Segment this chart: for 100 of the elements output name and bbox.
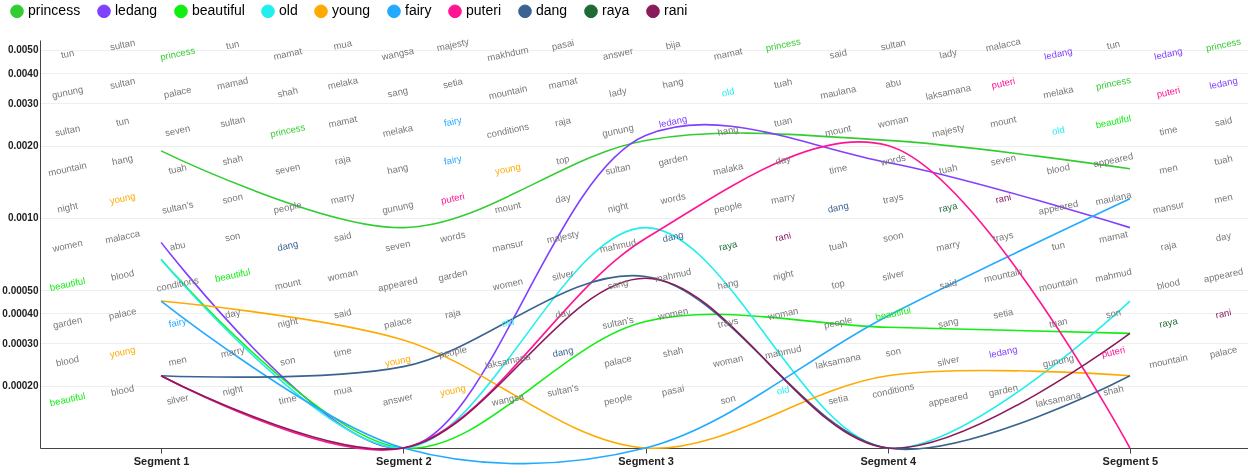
annotation: princess bbox=[269, 121, 307, 140]
annotation: conditions bbox=[485, 120, 531, 141]
legend-label: rani bbox=[664, 2, 688, 19]
annotation: palace bbox=[107, 305, 138, 322]
annotation: seven bbox=[989, 151, 1017, 168]
x-tick-label: Segment 5 bbox=[1102, 454, 1159, 467]
annotation: men bbox=[1213, 190, 1234, 206]
annotation: sultan bbox=[219, 113, 247, 130]
annotation: puteri bbox=[990, 75, 1016, 91]
annotation: sultan bbox=[879, 36, 907, 53]
annotation: tuah bbox=[827, 238, 849, 253]
annotation: hang bbox=[716, 122, 740, 138]
annotation: tuan bbox=[1048, 315, 1069, 330]
annotation: words bbox=[438, 228, 467, 245]
annotation: mountain bbox=[1148, 351, 1189, 371]
annotation: setia bbox=[827, 391, 850, 407]
annotation: majesty bbox=[545, 227, 581, 246]
annotation: mamat bbox=[712, 45, 744, 62]
annotation: seven bbox=[384, 237, 412, 254]
annotation: women bbox=[490, 275, 524, 293]
annotation: mua bbox=[332, 382, 354, 398]
annotation: shah bbox=[221, 152, 244, 168]
annotation: puteri bbox=[439, 190, 466, 206]
annotation: old bbox=[775, 383, 791, 397]
annotation: dang bbox=[276, 237, 300, 254]
annotation: raya bbox=[717, 238, 739, 253]
annotation: day bbox=[554, 306, 572, 321]
annotation: tuan bbox=[772, 114, 794, 129]
annotation: puteri bbox=[1155, 84, 1182, 100]
annotation: shah bbox=[276, 84, 299, 100]
annotation: sultan bbox=[53, 122, 81, 139]
annotation: blood bbox=[1155, 276, 1181, 292]
annotation: bija bbox=[664, 37, 682, 52]
annotation: lady bbox=[938, 46, 959, 61]
annotation: sultan bbox=[108, 36, 137, 53]
annotation: marry bbox=[935, 237, 962, 254]
annotation: melaka bbox=[326, 74, 360, 92]
annotation: melaka bbox=[381, 121, 415, 139]
annotation: mount bbox=[273, 275, 303, 293]
annotation: maulana bbox=[1094, 188, 1133, 208]
annotation: raja bbox=[553, 114, 573, 129]
annotation: son bbox=[1104, 306, 1122, 321]
annotation: fairy bbox=[442, 152, 463, 167]
annotation: day bbox=[554, 191, 572, 206]
annotation: tun bbox=[114, 114, 131, 129]
annotation: tuah bbox=[937, 161, 959, 177]
annotation: laksamana bbox=[814, 350, 863, 371]
annotation: hang bbox=[716, 276, 740, 292]
legend-label: princess bbox=[28, 2, 81, 19]
y-tick-label: 0.0030 bbox=[7, 97, 39, 109]
annotation: young bbox=[383, 352, 412, 369]
annotation: raya bbox=[937, 199, 960, 215]
annotation: day bbox=[1214, 229, 1233, 244]
annotation: old bbox=[1050, 123, 1066, 138]
annotation: soon bbox=[881, 228, 905, 245]
annotation: laksamana bbox=[484, 350, 533, 371]
annotation: laksamana bbox=[924, 81, 973, 103]
annotation: silver bbox=[936, 353, 961, 369]
annotation: raja bbox=[333, 152, 353, 167]
annotation: conditions bbox=[871, 380, 916, 400]
annotation: blood bbox=[1045, 160, 1071, 177]
annotation: mountain bbox=[982, 265, 1024, 285]
x-tick-label: Segment 3 bbox=[618, 454, 674, 467]
annotation: hang bbox=[661, 75, 685, 91]
annotation: appeared bbox=[927, 389, 969, 409]
annotation: mamat bbox=[327, 112, 359, 130]
annotation: palace bbox=[1208, 343, 1239, 360]
annotation: palace bbox=[603, 352, 633, 369]
annotation: raya bbox=[1158, 314, 1180, 330]
annotation: majesty bbox=[930, 121, 966, 140]
annotation: sang bbox=[386, 84, 409, 100]
annotation: son bbox=[223, 229, 242, 244]
annotation: wangsa bbox=[379, 44, 416, 63]
annotation: young bbox=[108, 190, 137, 207]
annotation: ledang bbox=[657, 112, 689, 130]
annotation: said bbox=[332, 306, 353, 321]
annotation: night bbox=[606, 199, 630, 215]
annotation: trays bbox=[716, 314, 740, 330]
annotation: silver bbox=[881, 267, 906, 283]
x-tick-label: Segment 4 bbox=[860, 454, 917, 467]
annotation: silver bbox=[165, 391, 190, 407]
annotation: malacca bbox=[984, 35, 1023, 54]
annotation: old bbox=[720, 85, 736, 99]
annotation: setia bbox=[992, 305, 1015, 321]
annotation: young bbox=[108, 343, 137, 360]
annotation: night bbox=[56, 199, 79, 215]
x-tick-label: Segment 1 bbox=[133, 454, 190, 467]
annotation: trays bbox=[881, 190, 905, 206]
annotation: tun bbox=[1105, 37, 1121, 52]
annotation: mountain bbox=[487, 82, 529, 102]
annotation: abu bbox=[884, 75, 902, 90]
annotation: tuah bbox=[167, 161, 188, 177]
annotation: son bbox=[719, 392, 737, 407]
annotation: palace bbox=[162, 83, 193, 101]
annotation: top bbox=[830, 277, 846, 291]
legend-label: fairy bbox=[405, 2, 432, 19]
annotation: fairy bbox=[442, 114, 463, 129]
annotation: said bbox=[332, 229, 353, 244]
y-tick-label: 0.0010 bbox=[7, 212, 39, 224]
annotation: mamad bbox=[215, 74, 250, 92]
